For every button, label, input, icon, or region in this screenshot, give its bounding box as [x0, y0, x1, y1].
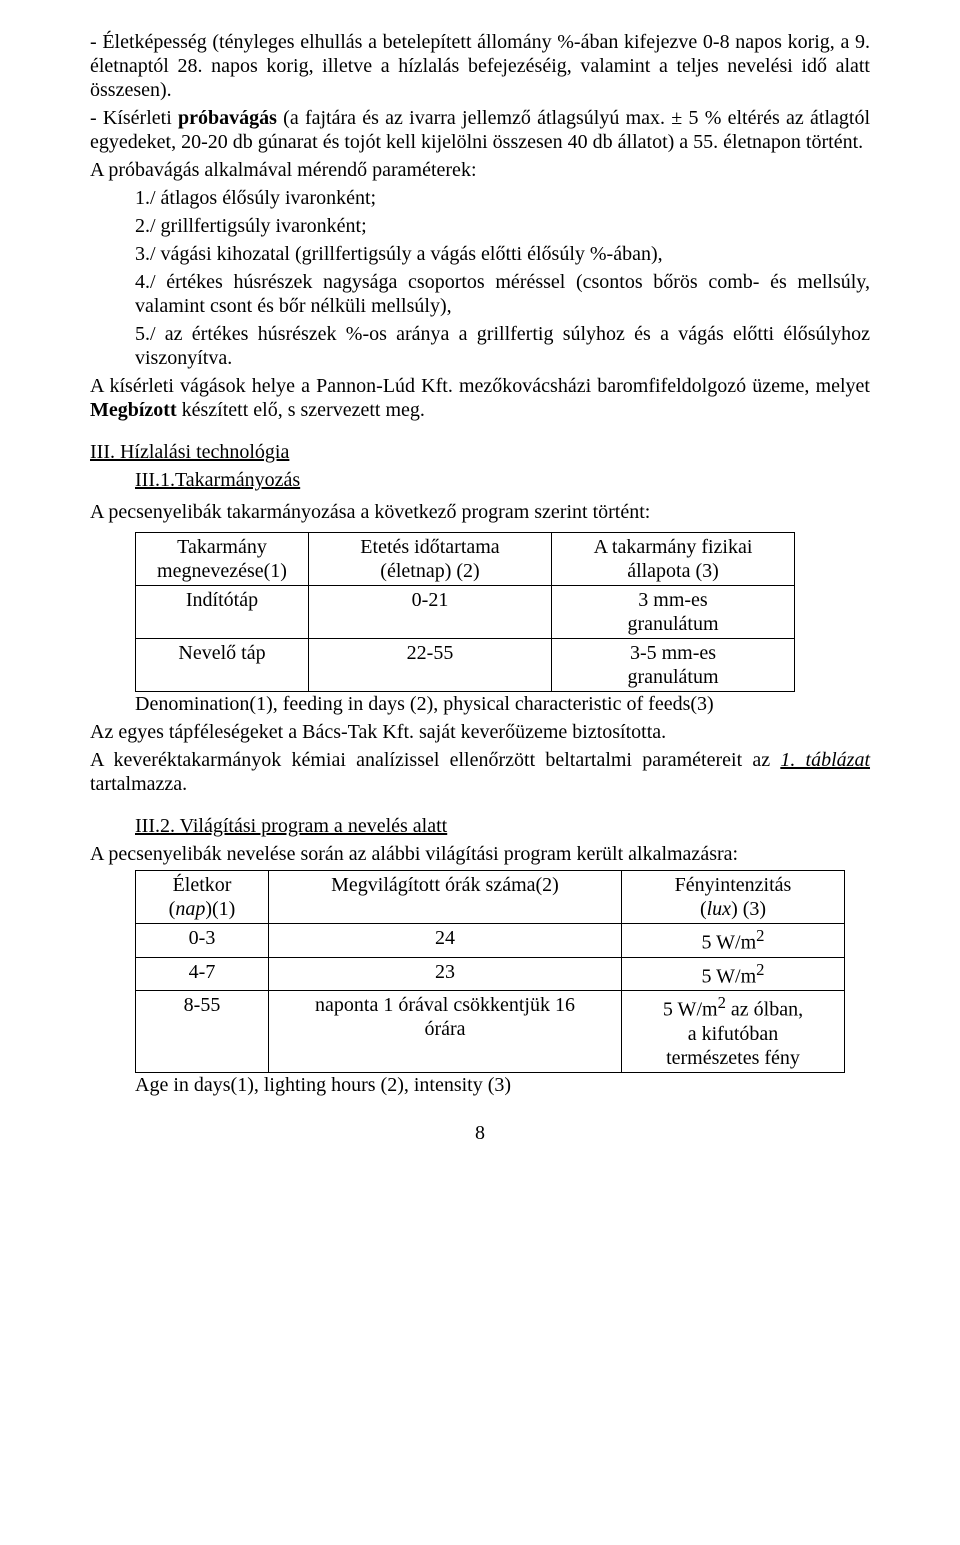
- table-header-cell: A takarmány fizikai állapota (3): [552, 533, 795, 586]
- list-item-1: 1./ átlagos élősúly ivaronként;: [135, 186, 870, 210]
- text: 3 mm-es: [638, 589, 707, 611]
- table-header-cell: Takarmány megnevezése(1): [136, 533, 309, 586]
- text: A keveréktakarmányok kémiai analízissel …: [90, 749, 780, 771]
- table-cell: 24: [269, 924, 622, 958]
- heading-text: III.2. Világítási program a nevelés alat…: [135, 815, 447, 837]
- paragraph-eletkepesseg: - Életképesség (tényleges elhullás a bet…: [90, 30, 870, 102]
- page: - Életképesség (tényleges elhullás a bet…: [0, 0, 960, 1545]
- table-header-cell: Etetés időtartama (életnap) (2): [309, 533, 552, 586]
- table-cell: naponta 1 órával csökkentjük 16 órára: [269, 991, 622, 1073]
- text: naponta 1 órával csökkentjük 16: [315, 994, 575, 1016]
- heading-iii: III. Hízlalási technológia: [90, 440, 870, 464]
- text: A takarmány fizikai: [594, 536, 753, 558]
- paragraph-takarmanyozas: A pecsenyelibák takarmányozása a követke…: [90, 500, 870, 524]
- table-cell: 23: [269, 957, 622, 991]
- heading-text: III.1.Takarmányozás: [135, 469, 300, 491]
- table-cell: 22-55: [309, 639, 552, 692]
- text-bold: próbavágás: [178, 107, 277, 129]
- heading-iii-2: III.2. Világítási program a nevelés alat…: [135, 814, 870, 838]
- text: granulátum: [627, 613, 718, 635]
- page-number: 8: [90, 1121, 870, 1145]
- text: Fényintenzitás: [675, 874, 792, 896]
- text: (életnap) (2): [380, 560, 479, 582]
- table-cell: 0-3: [136, 924, 269, 958]
- table-cell: 5 W/m2: [622, 957, 845, 991]
- text: 5 W/m: [702, 965, 757, 987]
- table-cell: 5 W/m2 az ólban, a kifutóban természetes…: [622, 991, 845, 1073]
- paragraph-parameterek: A próbavágás alkalmával mérendő paraméte…: [90, 158, 870, 182]
- text: állapota (3): [627, 560, 719, 582]
- text: készített elő, s szervezett meg.: [177, 399, 425, 421]
- table-cell: 5 W/m2: [622, 924, 845, 958]
- heading-iii-1: III.1.Takarmányozás: [135, 468, 870, 492]
- text-underline: 1. táblázat: [780, 749, 870, 771]
- heading-text: III. Hízlalási technológia: [90, 441, 289, 463]
- text: - Kísérleti: [90, 107, 178, 129]
- table-vilagitas: Életkor (nap)(1) Megvilágított órák szám…: [135, 870, 845, 1073]
- text: Takarmány: [177, 536, 267, 558]
- table-cell: Nevelő táp: [136, 639, 309, 692]
- table-row: Életkor (nap)(1) Megvilágított órák szám…: [136, 871, 845, 924]
- text-italic: nap: [175, 898, 205, 920]
- table-cell: Indítótáp: [136, 586, 309, 639]
- table-header-cell: Megvilágított órák száma(2): [269, 871, 622, 924]
- text-bold: Megbízott: [90, 399, 177, 421]
- text: Életkor: [173, 874, 232, 896]
- text: A kísérleti vágások helye a Pannon-Lúd K…: [90, 375, 870, 397]
- caption-denomination: Denomination(1), feeding in days (2), ph…: [135, 692, 870, 716]
- table-row: Takarmány megnevezése(1) Etetés időtarta…: [136, 533, 795, 586]
- text: (: [700, 898, 707, 920]
- text: Etetés időtartama: [360, 536, 499, 558]
- table-cell: 3-5 mm-es granulátum: [552, 639, 795, 692]
- paragraph-probavagas: - Kísérleti próbavágás (a fajtára és az …: [90, 106, 870, 154]
- text: megnevezése(1): [157, 560, 287, 582]
- table-takarmany: Takarmány megnevezése(1) Etetés időtarta…: [135, 532, 795, 692]
- text: a kifutóban: [688, 1023, 779, 1045]
- list-item-3: 3./ vágási kihozatal (grillfertigsúly a …: [135, 242, 870, 266]
- text: )(1): [205, 898, 235, 920]
- text: ) (3): [731, 898, 766, 920]
- text: az ólban,: [726, 999, 803, 1021]
- list-item-2: 2./ grillfertigsúly ivaronként;: [135, 214, 870, 238]
- text: 5 W/m: [663, 999, 718, 1021]
- superscript: 2: [718, 993, 726, 1012]
- table-cell: 0-21: [309, 586, 552, 639]
- table-header-cell: Életkor (nap)(1): [136, 871, 269, 924]
- text: természetes fény: [666, 1047, 800, 1069]
- table-row: 4-7 23 5 W/m2: [136, 957, 845, 991]
- superscript: 2: [756, 926, 764, 945]
- text: 5 W/m: [702, 932, 757, 954]
- table-cell: 8-55: [136, 991, 269, 1073]
- text-italic: lux: [707, 898, 731, 920]
- text: tartalmazza.: [90, 773, 187, 795]
- table-cell: 4-7: [136, 957, 269, 991]
- caption-age-lighting: Age in days(1), lighting hours (2), inte…: [135, 1073, 870, 1097]
- text: granulátum: [627, 666, 718, 688]
- table-cell: 3 mm-es granulátum: [552, 586, 795, 639]
- list-item-4: 4./ értékes húsrészek nagysága csoportos…: [135, 270, 870, 318]
- paragraph-bacs-tak: Az egyes tápféleségeket a Bács-Tak Kft. …: [90, 720, 870, 744]
- table-row: 0-3 24 5 W/m2: [136, 924, 845, 958]
- paragraph-tablazat-ref: A keveréktakarmányok kémiai analízissel …: [90, 748, 870, 796]
- text: 3-5 mm-es: [630, 642, 716, 664]
- table-row: Nevelő táp 22-55 3-5 mm-es granulátum: [136, 639, 795, 692]
- list-item-5: 5./ az értékes húsrészek %-os aránya a g…: [135, 322, 870, 370]
- table-row: 8-55 naponta 1 órával csökkentjük 16 órá…: [136, 991, 845, 1073]
- superscript: 2: [756, 960, 764, 979]
- paragraph-vagasok: A kísérleti vágások helye a Pannon-Lúd K…: [90, 374, 870, 422]
- table-header-cell: Fényintenzitás (lux) (3): [622, 871, 845, 924]
- paragraph-vilagitas: A pecsenyelibák nevelése során az alábbi…: [90, 842, 870, 866]
- table-row: Indítótáp 0-21 3 mm-es granulátum: [136, 586, 795, 639]
- text: órára: [424, 1018, 465, 1040]
